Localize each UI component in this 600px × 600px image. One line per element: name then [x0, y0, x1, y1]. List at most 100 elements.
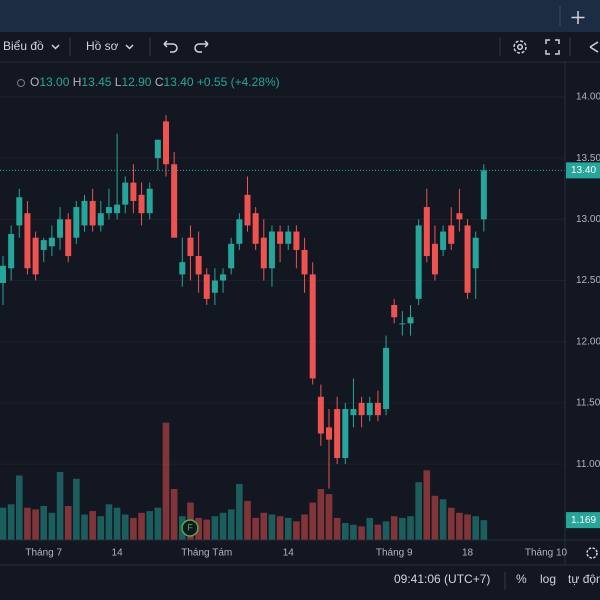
candle-body — [440, 231, 447, 250]
volume-bar — [7, 504, 15, 540]
candle-body — [81, 200, 88, 226]
candle-body — [32, 237, 39, 275]
low-value: 12.90 — [121, 75, 151, 89]
undo-button[interactable] — [163, 40, 178, 53]
volume-bar — [40, 506, 48, 540]
price-tag — [566, 162, 600, 179]
event-marker — [181, 519, 199, 537]
candle-body — [326, 427, 332, 440]
share-button[interactable] — [589, 41, 599, 53]
volume-bar — [154, 507, 162, 540]
volume-bar — [64, 506, 72, 540]
volume-bar — [447, 507, 455, 540]
volume-bar — [325, 494, 333, 540]
y-tick-label: 11.00 — [576, 459, 600, 470]
chart-menu[interactable]: Biểu đồ — [3, 39, 44, 53]
volume-bar — [358, 526, 365, 540]
candle-body — [480, 170, 487, 220]
percent-toggle[interactable]: % — [516, 572, 527, 586]
volume-bar — [113, 507, 121, 540]
gear-hub — [516, 43, 524, 51]
x-tick-label: Tháng 10 — [525, 548, 568, 559]
candle-body — [146, 188, 153, 214]
event-marker-label: F — [187, 522, 193, 532]
candle-body — [89, 200, 96, 226]
volume-bar — [121, 514, 129, 540]
x-tick-label: 18 — [462, 548, 474, 559]
gear — [513, 40, 527, 54]
volume-bar — [382, 521, 390, 540]
candle-body — [383, 347, 390, 410]
volume-bar — [407, 516, 414, 540]
volume-bar — [464, 514, 471, 540]
volume-bar — [268, 514, 276, 540]
volume-bar — [48, 512, 56, 540]
top-strip — [0, 0, 600, 32]
candle-body — [195, 256, 202, 275]
volume-bar — [16, 475, 23, 540]
candle-body — [415, 225, 422, 299]
y-tick-label: 14.00 — [576, 92, 600, 103]
candle-body — [334, 409, 341, 458]
candle-body — [236, 219, 243, 244]
volume-bar — [342, 523, 349, 540]
redo-button[interactable] — [194, 40, 209, 53]
candle-body — [252, 213, 259, 244]
volume-bar — [293, 521, 300, 540]
volume-bar — [284, 517, 292, 540]
volume-bar — [32, 509, 39, 540]
price-tag-label: 13.40 — [571, 165, 596, 176]
candle-body — [358, 402, 365, 416]
change: +0.55 — [197, 75, 228, 89]
add-tab-button[interactable] — [571, 11, 585, 24]
candle-body — [0, 265, 6, 283]
volume-tag — [566, 512, 600, 529]
axis-settings-button[interactable] — [586, 547, 598, 559]
volume-tag-label: 1.169 — [571, 515, 596, 526]
settings-button[interactable] — [513, 40, 527, 54]
volume-bar — [480, 520, 488, 540]
candle-body — [211, 280, 218, 293]
candle-body — [285, 231, 292, 244]
candle-body — [456, 213, 463, 220]
plot-area: F — [0, 96, 565, 540]
high-key: H — [73, 75, 82, 89]
close-value: 13.40 — [164, 75, 194, 89]
volume-bar — [301, 514, 308, 540]
volume-bar — [439, 499, 447, 540]
candle-body — [73, 207, 80, 238]
high-value: 13.45 — [81, 75, 111, 89]
profile-menu[interactable]: Hồ sơ — [86, 39, 119, 53]
candle-body — [57, 219, 64, 238]
candle-body — [220, 274, 227, 281]
volume-bar — [309, 502, 316, 540]
volume-bar — [252, 517, 259, 540]
volume-bar — [390, 516, 398, 540]
candle-body — [16, 197, 23, 226]
volume-bar — [0, 507, 7, 540]
candle-body — [179, 262, 186, 275]
candle-body — [228, 243, 235, 269]
fullscreen-button[interactable] — [545, 39, 560, 55]
x-tick-label: Tháng 9 — [376, 548, 413, 559]
chevron — [125, 44, 134, 50]
candle-body — [244, 194, 251, 226]
candle-body — [350, 409, 357, 416]
candle-body — [472, 237, 479, 269]
candle-body — [154, 139, 161, 159]
candle-body — [277, 231, 284, 244]
candle-body — [8, 234, 15, 269]
auto-toggle[interactable]: tự động — [568, 572, 600, 586]
open-key: O — [30, 75, 39, 89]
volume-bar — [146, 511, 153, 540]
x-tick-label: 14 — [283, 548, 295, 559]
volume-bar — [276, 516, 284, 540]
log-toggle[interactable]: log — [540, 572, 556, 586]
candle-body — [448, 225, 455, 244]
y-tick-label: 12.50 — [576, 275, 600, 286]
candle-body — [187, 237, 194, 257]
y-tick-label: 13.00 — [576, 214, 600, 225]
candle-body — [317, 396, 324, 434]
